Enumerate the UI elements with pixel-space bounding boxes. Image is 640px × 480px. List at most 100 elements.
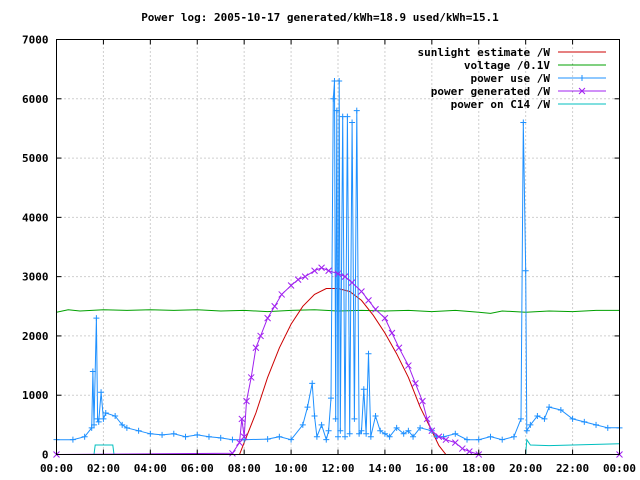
y-tick-label: 5000 xyxy=(22,152,49,165)
x-axis: 00:00 02:00 04:00 06:00 08:00 10:00 12:00 14:00… xyxy=(40,39,636,475)
series-4 xyxy=(56,438,620,455)
data-point xyxy=(194,431,201,438)
data-point xyxy=(229,436,236,443)
data-point xyxy=(318,421,325,428)
y-tick-label: 4000 xyxy=(22,211,49,224)
data-point xyxy=(569,415,576,422)
data-point xyxy=(464,436,471,443)
data-point xyxy=(334,270,342,278)
data-point xyxy=(520,119,527,126)
y-tick-label: 3000 xyxy=(22,271,49,284)
data-point xyxy=(517,415,524,422)
legend-marker xyxy=(579,75,585,81)
data-point xyxy=(318,264,325,272)
data-point xyxy=(412,380,419,387)
data-point xyxy=(358,427,365,434)
data-point xyxy=(344,113,351,120)
x-tick-label: 00:00 xyxy=(603,462,636,475)
data-point xyxy=(287,282,295,289)
data-point xyxy=(381,430,388,437)
data-point xyxy=(604,424,611,431)
data-point xyxy=(367,433,374,440)
data-point xyxy=(159,431,166,438)
data-point xyxy=(288,436,295,443)
data-point xyxy=(341,273,349,280)
legend-label: power on C14 /W xyxy=(451,98,551,111)
data-point xyxy=(451,439,459,446)
data-point xyxy=(527,421,534,428)
data-point xyxy=(135,427,142,434)
x-tick-label: 20:00 xyxy=(509,462,542,475)
data-point xyxy=(534,412,541,419)
data-point xyxy=(400,430,407,437)
data-point xyxy=(365,297,372,304)
data-point xyxy=(278,291,286,298)
data-point xyxy=(264,436,271,443)
data-point xyxy=(405,427,412,434)
data-point xyxy=(353,107,360,114)
data-point xyxy=(330,95,337,102)
x-tick-label: 12:00 xyxy=(321,462,354,475)
data-point xyxy=(252,344,260,352)
series-2 xyxy=(53,78,623,443)
data-point xyxy=(95,418,102,425)
y-tick-label: 2000 xyxy=(22,330,49,343)
data-point xyxy=(348,279,356,286)
data-point xyxy=(419,397,426,405)
y-tick-label: 0 xyxy=(42,449,49,462)
data-point xyxy=(333,107,340,114)
series-layer xyxy=(53,78,623,458)
data-point xyxy=(257,332,264,340)
data-point xyxy=(435,433,443,441)
data-point xyxy=(522,267,529,274)
data-point xyxy=(217,434,224,441)
x-tick-label: 16:00 xyxy=(415,462,448,475)
x-tick-label: 08:00 xyxy=(228,462,261,475)
data-point xyxy=(593,421,600,428)
data-point xyxy=(93,315,100,322)
data-point xyxy=(89,368,96,375)
data-point xyxy=(238,415,246,423)
data-point xyxy=(410,433,417,440)
data-point xyxy=(510,433,517,440)
data-point xyxy=(325,267,332,275)
y-axis: 0 1000 2000 3000 4000 5000 6000 7000 xyxy=(22,34,620,462)
data-point xyxy=(372,305,379,313)
data-point xyxy=(236,439,243,446)
data-point xyxy=(147,430,154,437)
data-point xyxy=(301,273,309,280)
legend-label: sunlight estimate /W xyxy=(418,46,551,59)
data-point xyxy=(332,415,339,422)
data-point xyxy=(381,314,389,322)
series-3 xyxy=(53,264,623,458)
data-point xyxy=(487,433,494,440)
data-point xyxy=(360,386,367,393)
data-point xyxy=(423,415,431,423)
data-point xyxy=(363,430,370,437)
y-tick-label: 6000 xyxy=(22,93,49,106)
x-tick-label: 22:00 xyxy=(556,462,589,475)
data-point xyxy=(309,380,316,387)
data-point xyxy=(100,415,107,422)
data-point xyxy=(337,427,344,434)
x-tick-label: 04:00 xyxy=(134,462,167,475)
y-tick-label: 1000 xyxy=(22,389,49,402)
data-point xyxy=(349,119,356,126)
data-point xyxy=(229,449,236,457)
x-tick-label: 00:00 xyxy=(40,462,73,475)
x-tick-label: 06:00 xyxy=(181,462,214,475)
data-point xyxy=(428,427,436,435)
legend-label: power use /W xyxy=(471,72,551,85)
x-tick-label: 02:00 xyxy=(87,462,120,475)
legend-label: voltage /0.1V xyxy=(464,59,550,72)
data-point xyxy=(81,433,88,440)
data-point xyxy=(323,436,330,443)
x-tick-label: 14:00 xyxy=(368,462,401,475)
data-point xyxy=(405,362,412,369)
data-point xyxy=(311,412,318,419)
data-point xyxy=(327,395,334,402)
data-point xyxy=(377,427,384,434)
data-point xyxy=(342,433,349,440)
data-point xyxy=(452,430,459,437)
